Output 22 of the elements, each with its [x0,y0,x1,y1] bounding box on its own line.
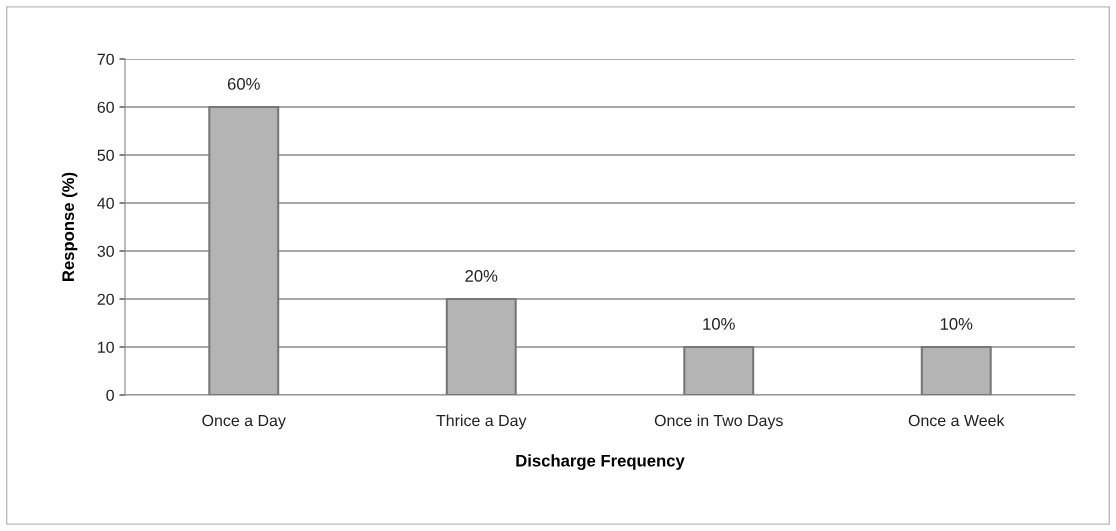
bar [208,105,280,395]
y-tick-label: 60 [97,101,114,113]
bar [683,345,755,395]
data-label: 10% [940,318,973,330]
x-tick-label: Once in Two Days [654,414,783,430]
y-tick-label: 30 [97,245,114,257]
y-tick-label: 40 [97,197,114,209]
y-tick-label: 50 [97,149,114,161]
y-tick-label: 20 [97,293,114,305]
y-tick-label: 70 [97,53,114,65]
y-tick-label: 10 [98,341,114,353]
x-tick-label: Once a Week [908,414,1005,427]
data-label: 60% [227,78,260,90]
x-axis-title: Discharge Frequency [516,454,685,470]
y-tick-label: 0 [106,389,114,401]
x-tick-label: Thrice a Day [436,414,527,430]
bar [445,297,517,395]
data-label: 20% [465,270,498,282]
data-label: 10% [703,318,735,330]
y-axis-title: Response (%) [61,172,78,281]
x-tick-label: Once a Day [202,414,286,430]
bar [920,345,992,395]
